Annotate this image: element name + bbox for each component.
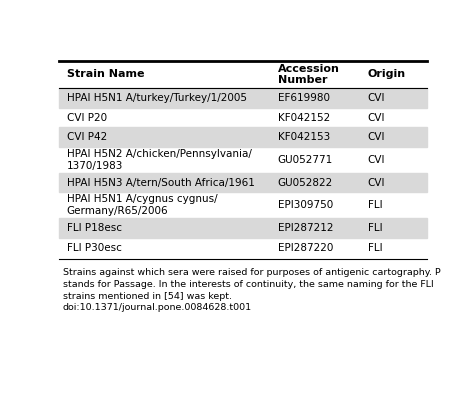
Text: KF042152: KF042152 [278,112,330,123]
Text: HPAI H5N2 A/chicken/Pennsylvania/
1370/1983: HPAI H5N2 A/chicken/Pennsylvania/ 1370/1… [66,149,252,171]
Text: CVI: CVI [368,112,385,123]
Text: Strain Name: Strain Name [66,70,144,79]
Text: EPI287220: EPI287220 [278,242,333,253]
Text: Accession
Number: Accession Number [278,64,340,85]
Text: CVI: CVI [368,132,385,142]
Text: FLI P30esc: FLI P30esc [66,242,121,253]
Text: EPI287212: EPI287212 [278,223,333,233]
Text: HPAI H5N3 A/tern/South Africa/1961: HPAI H5N3 A/tern/South Africa/1961 [66,178,255,187]
Text: HPAI H5N1 A/cygnus cygnus/
Germany/R65/2006: HPAI H5N1 A/cygnus cygnus/ Germany/R65/2… [66,195,217,216]
Text: GU052771: GU052771 [278,155,333,165]
Bar [59,88,427,108]
Text: CVI: CVI [368,93,385,103]
Text: Origin: Origin [368,70,406,79]
Text: FLI: FLI [368,200,383,210]
Text: CVI: CVI [368,155,385,165]
Bar [59,173,427,193]
Text: GU052822: GU052822 [278,178,333,187]
Text: CVI P42: CVI P42 [66,132,107,142]
Text: FLI: FLI [368,242,383,253]
Text: FLI: FLI [368,223,383,233]
Text: EF619980: EF619980 [278,93,330,103]
Text: Strains against which sera were raised for purposes of antigenic cartography. P
: Strains against which sera were raised f… [63,268,441,312]
Bar [59,127,427,147]
Text: FLI P18esc: FLI P18esc [66,223,122,233]
Text: CVI: CVI [368,178,385,187]
Text: KF042153: KF042153 [278,132,330,142]
Text: EPI309750: EPI309750 [278,200,333,210]
Text: HPAI H5N1 A/turkey/Turkey/1/2005: HPAI H5N1 A/turkey/Turkey/1/2005 [66,93,246,103]
Text: CVI P20: CVI P20 [66,112,107,123]
Bar [59,218,427,238]
